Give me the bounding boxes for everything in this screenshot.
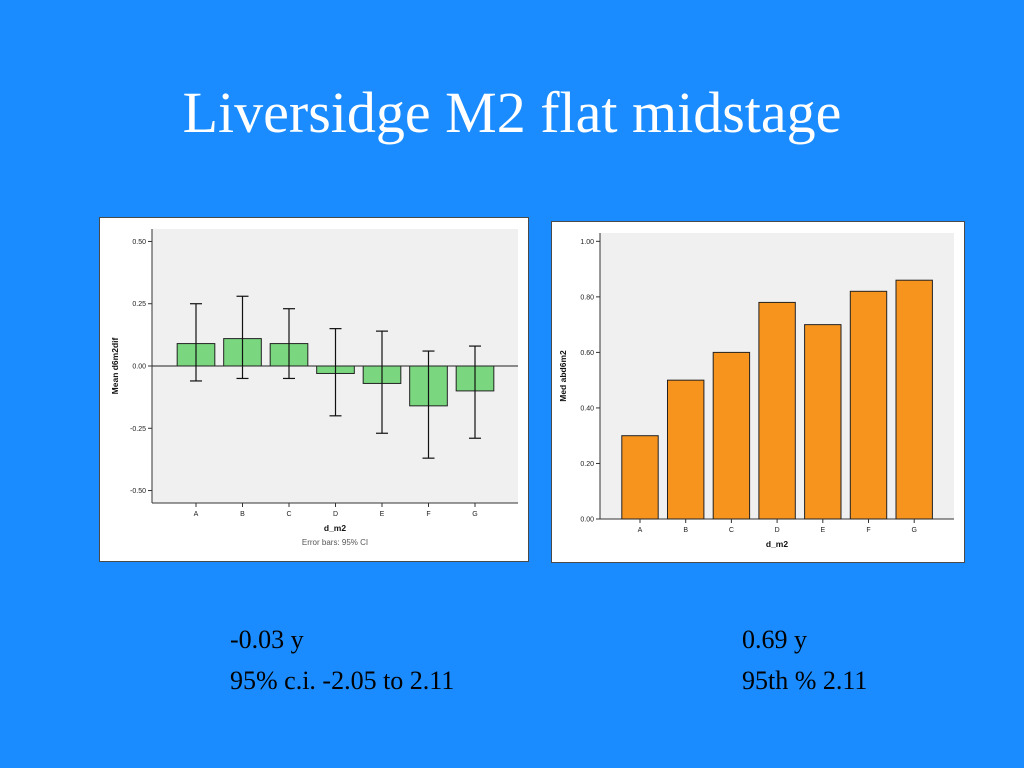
x-tick-label: A xyxy=(638,527,643,534)
y-tick-label: -0.25 xyxy=(130,426,146,433)
mean-stat-value: -0.03 y xyxy=(230,625,304,654)
bar-g xyxy=(895,279,933,520)
error-bars-note: Error bars: 95% CI xyxy=(302,538,368,547)
y-tick-label: 0.40 xyxy=(580,405,594,412)
x-tick-label: A xyxy=(194,511,199,518)
bar-a xyxy=(621,435,659,520)
x-tick-label: G xyxy=(472,511,477,518)
bar-b xyxy=(666,379,705,520)
slide-title: Liversidge M2 flat midstage xyxy=(182,80,842,145)
x-tick-label: B xyxy=(240,511,245,518)
y-axis-title: Mean d6m2dif xyxy=(110,337,120,394)
y-tick-label: 0.60 xyxy=(580,350,594,357)
y-axis-title: Med abd6m2 xyxy=(558,350,568,402)
y-tick-label: 0.25 xyxy=(132,301,146,308)
x-axis-title: d_m2 xyxy=(324,523,346,533)
x-axis-title: d_m2 xyxy=(766,539,788,549)
median-stat-value: 0.69 y xyxy=(742,625,807,654)
x-tick-label: E xyxy=(820,527,825,534)
y-tick-label: 1.00 xyxy=(580,239,594,246)
y-tick-label: 0.80 xyxy=(580,294,594,301)
y-tick-label: 0.00 xyxy=(132,364,146,371)
bar-f xyxy=(849,290,888,520)
y-tick-label: 0.50 xyxy=(132,239,146,246)
y-tick-label: 0.20 xyxy=(580,461,594,468)
x-tick-label: F xyxy=(426,511,430,518)
median-abs-difference-chart-svg: 1.00 0.80 0.60 0.40 0.20 0.00 A B C D E F Gd_m2 Med a… xyxy=(558,233,954,549)
bar-c xyxy=(712,351,751,520)
y-tick-label: 0.00 xyxy=(580,517,594,524)
bar-e xyxy=(804,324,842,520)
mean-difference-chart-svg: 0.50 0.25 0.00 -0.25 -0.50 A B C D E F Gd_m2 Mean d6… xyxy=(110,229,518,547)
mean-stat-ci: 95% c.i. -2.05 to 2.11 xyxy=(230,666,455,695)
x-tick-label: C xyxy=(729,527,734,534)
median-stat-percentile: 95th % 2.11 xyxy=(742,666,868,695)
x-tick-label: F xyxy=(866,527,870,534)
x-tick-label: D xyxy=(333,511,338,518)
x-tick-label: C xyxy=(286,511,291,518)
bar-d xyxy=(758,301,796,520)
x-tick-label: B xyxy=(683,527,688,534)
x-tick-label: G xyxy=(911,527,916,534)
x-tick-label: E xyxy=(380,511,385,518)
y-tick-label: -0.50 xyxy=(130,488,146,495)
x-tick-label: D xyxy=(775,527,780,534)
